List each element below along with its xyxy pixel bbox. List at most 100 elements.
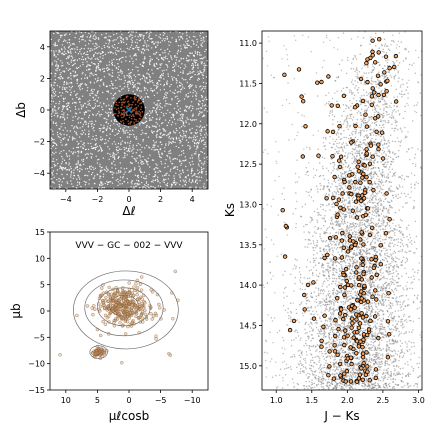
pm-star (167, 352, 171, 356)
pm-star (92, 354, 96, 359)
field-star (99, 184, 101, 187)
field-star (109, 137, 111, 140)
field-star (103, 187, 106, 189)
cmd-field-star (312, 310, 314, 312)
field-star (68, 63, 70, 65)
field-star (159, 136, 161, 138)
field-star (119, 137, 122, 139)
field-star (66, 103, 68, 105)
field-star (72, 116, 74, 118)
field-star (92, 128, 94, 130)
field-star (66, 154, 68, 156)
cmd-field-star (343, 205, 346, 208)
cmd-field-star (372, 217, 374, 220)
cmd-field-star (360, 133, 362, 135)
cmd-field-star (341, 364, 344, 367)
field-star (60, 141, 62, 143)
field-star (189, 145, 191, 147)
cluster-member (122, 122, 125, 124)
pm-star (111, 296, 115, 300)
field-star (154, 46, 157, 48)
cmd-field-star (382, 48, 384, 51)
field-star (92, 43, 94, 45)
cmd-field-star (350, 349, 352, 352)
cmd-field-star (408, 315, 411, 318)
field-star (185, 105, 187, 107)
field-star (140, 162, 142, 164)
field-star (51, 87, 53, 89)
cmd-field-star (373, 171, 375, 173)
cmd-field-star (360, 246, 363, 249)
cmd-field-star (346, 105, 348, 107)
cmd-field-star (329, 110, 332, 112)
field-star (142, 98, 144, 100)
field-star (195, 94, 197, 96)
field-star (93, 34, 96, 36)
cmd-field-star (413, 174, 416, 176)
field-star (192, 64, 194, 66)
field-star (111, 61, 114, 64)
cmd-field-star (417, 294, 419, 296)
field-star (178, 39, 181, 41)
field-star (171, 58, 173, 60)
cmd-field-star (317, 375, 320, 378)
pm-star (97, 307, 101, 312)
cmd-field-star (339, 177, 341, 180)
field-star (170, 41, 172, 43)
field-star (87, 56, 89, 58)
field-star (188, 148, 191, 150)
field-star (52, 181, 54, 183)
field-star (56, 173, 58, 175)
field-star (61, 116, 64, 119)
field-star (53, 114, 56, 117)
field-star (157, 152, 160, 154)
cmd-field-star (341, 220, 343, 222)
field-star (128, 145, 131, 147)
field-star (76, 74, 79, 76)
cmd-field-star (393, 358, 396, 360)
field-star (145, 181, 148, 183)
field-star (64, 97, 66, 100)
field-star (133, 186, 135, 188)
field-star (87, 175, 89, 177)
cmd-field-star (307, 238, 310, 241)
cmd-field-star (311, 218, 313, 220)
cmd-field-star (353, 190, 355, 192)
field-star (76, 140, 78, 143)
cmd-field-star (337, 306, 340, 308)
pm-star (131, 300, 135, 304)
field-star (145, 120, 148, 123)
cmd-field-star (394, 374, 397, 377)
field-star (190, 52, 192, 54)
cmd-field-star (399, 127, 402, 130)
cluster-member (124, 101, 126, 103)
field-star (65, 57, 68, 60)
cmd-field-star (304, 246, 306, 248)
field-star (101, 131, 104, 133)
cmd-field-star (367, 303, 370, 306)
field-star (150, 31, 152, 33)
cmd-field-star (387, 59, 389, 61)
field-star (75, 132, 77, 134)
field-star (121, 72, 123, 75)
cmd-field-star (331, 277, 334, 279)
field-star (136, 82, 139, 85)
field-star (143, 44, 145, 47)
field-star (173, 158, 175, 160)
field-star (156, 103, 159, 105)
field-star (89, 35, 92, 37)
pm-star (102, 303, 106, 307)
field-star (77, 85, 80, 87)
field-star (77, 174, 79, 177)
field-star (181, 119, 183, 122)
field-star (88, 32, 90, 35)
field-star (63, 81, 66, 83)
field-star (191, 160, 193, 163)
cmd-field-star (311, 373, 314, 375)
cmd-field-star (329, 209, 331, 211)
field-star (197, 64, 199, 67)
pm-star (99, 333, 103, 338)
proper-motion-marks (58, 269, 180, 365)
cmd-field-star (328, 240, 331, 242)
field-star (132, 144, 134, 146)
